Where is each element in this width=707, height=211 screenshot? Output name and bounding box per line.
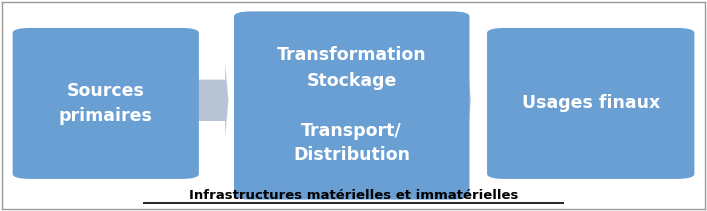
Polygon shape (430, 63, 471, 138)
FancyBboxPatch shape (487, 28, 694, 179)
Text: Usages finaux: Usages finaux (522, 95, 660, 112)
FancyBboxPatch shape (13, 28, 199, 179)
Polygon shape (187, 63, 228, 138)
Text: Transformation
Stockage

Transport/
Distribution: Transformation Stockage Transport/ Distr… (277, 46, 426, 165)
Text: Sources
primaires: Sources primaires (59, 82, 153, 125)
FancyBboxPatch shape (234, 11, 469, 200)
Text: Infrastructures matérielles et immatérielles: Infrastructures matérielles et immatérie… (189, 189, 518, 202)
